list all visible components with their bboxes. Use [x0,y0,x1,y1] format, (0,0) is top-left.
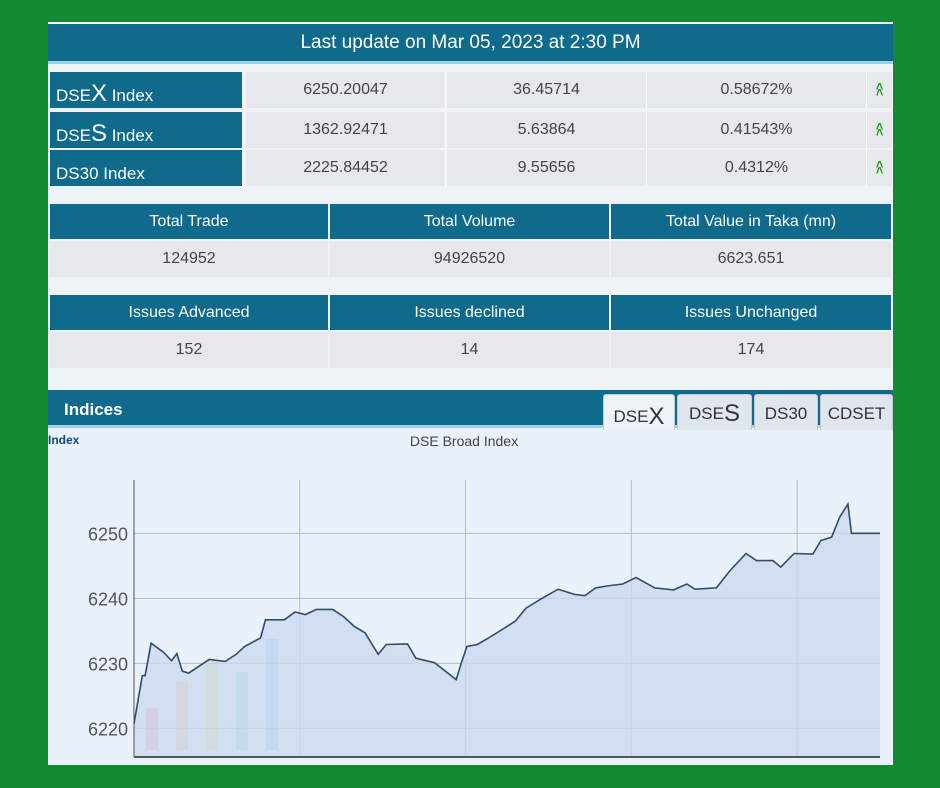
index-value: 6250.20047 [246,72,446,108]
issue_stats-header: Issues Advanced [50,295,330,330]
index-name-suffix: Index [106,86,154,105]
index-line [133,501,880,724]
double-chevron-up-icon: ˄ ˄ [867,150,893,186]
index-name-prefix: DS30 Index [56,164,145,183]
trade_stats-header: Total Trade [50,204,330,239]
tab-cdset[interactable]: CDSET [820,394,893,434]
index-percent: 0.4312% [647,150,867,186]
index-value: 2225.84452 [246,150,446,186]
index-name-suffix: Index [106,126,154,145]
trade_stats-value: 6623.651 [611,241,893,277]
area-fill [134,504,880,757]
last-update-text: Last update on Mar 05, 2023 at 2:30 PM [300,31,641,53]
trade_stats-value: 94926520 [330,241,611,277]
indices-title: Indices [64,400,123,419]
y-tick-label: 6240 [88,589,128,609]
trade_stats-value: 124952 [50,241,330,277]
index-name-letter: X [90,80,107,107]
y-tick-label: 6250 [88,524,128,544]
tab-label: DSE [613,406,649,426]
tab-label: CDSET [827,404,886,423]
y-tick-label: 6220 [88,719,128,739]
index-row[interactable]: DSEX Index 6250.20047 36.45714 0.58672% … [50,72,893,108]
y-tick-label: 6230 [88,654,128,674]
tab-ds30[interactable]: DS30 [754,394,818,434]
issue_stats-value: 152 [50,332,330,368]
chart-title: DSE Broad Index [410,433,518,449]
issue_stats-header: Issues declined [330,295,611,330]
indices-header: Indices [48,390,893,428]
index-change: 9.55656 [447,150,647,186]
index-percent: 0.41543% [647,112,867,148]
index-name-prefix: DSE [56,86,91,105]
trade_stats-header: Total Volume [330,204,611,239]
tab-label-letter: S [723,400,740,427]
index-percent: 0.58672% [647,72,867,108]
index-name[interactable]: DSEX Index [50,72,242,108]
index-name-letter: S [90,120,107,147]
issue_stats-value: 14 [330,332,611,368]
tab-label-letter: X [648,402,665,430]
y-axis-label: Index [48,433,80,447]
index-value: 1362.92471 [246,112,446,148]
index-change: 36.45714 [447,72,647,108]
double-chevron-up-icon: ˄ ˄ [867,112,893,148]
double-chevron-up-icon: ˄ ˄ [867,72,893,108]
issue_stats-header: Issues Unchanged [611,295,893,330]
index-change: 5.63864 [447,112,647,148]
trade_stats-header: Total Value in Taka (mn) [611,204,893,239]
index-row[interactable]: DS30 Index 2225.84452 9.55656 0.4312% ˄ ˄ [50,150,893,186]
index-row[interactable]: DSES Index 1362.92471 5.63864 0.41543% ˄… [50,112,893,148]
market-summary-panel: Last update on Mar 05, 2023 at 2:30 PM D… [48,22,893,765]
tab-dses[interactable]: DSE S [677,394,752,434]
tab-label: DS30 [764,404,808,423]
tab-label: DSE [689,404,724,423]
issue_stats-value: 174 [611,332,893,368]
index-name[interactable]: DSES Index [50,112,242,148]
index-name-prefix: DSE [56,126,91,145]
index-name[interactable]: DS30 Index [50,150,242,186]
last-update-bar: Last update on Mar 05, 2023 at 2:30 PM [48,24,893,64]
